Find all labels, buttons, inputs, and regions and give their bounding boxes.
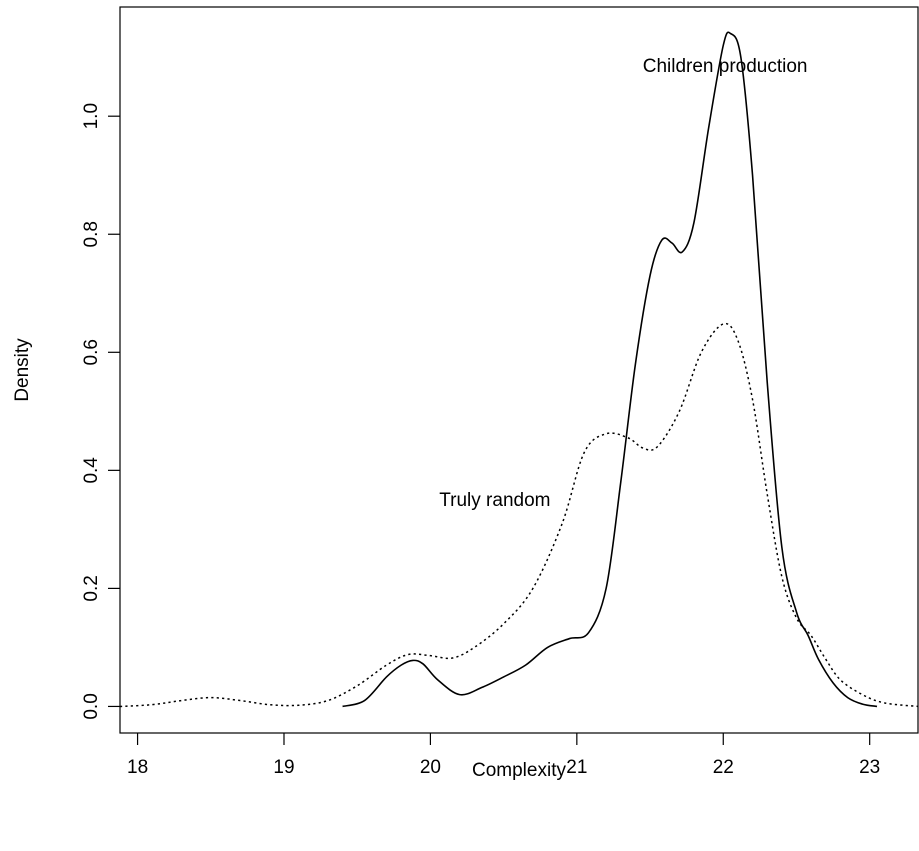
- y-axis: 0.0 0.2 0.4 0.6 0.8 1.0: [81, 103, 120, 720]
- x-axis: 18 19 20 21 22 23: [127, 733, 880, 778]
- plot-frame: [119, 6, 919, 734]
- x-tick-label: 22: [713, 757, 734, 778]
- y-tick-label: 0.8: [81, 221, 102, 247]
- x-axis-title: Complexity: [472, 760, 566, 781]
- annotations: Children production Truly random: [439, 56, 807, 511]
- x-tick-label: 18: [127, 757, 148, 778]
- x-tick-label: 20: [420, 757, 441, 778]
- y-tick-label: 0.4: [81, 457, 102, 484]
- x-tick-label: 19: [273, 757, 294, 778]
- y-tick-label: 0.0: [81, 693, 102, 719]
- annotation-label: Truly random: [439, 490, 550, 511]
- curves: [119, 31, 919, 708]
- y-axis-title: Density: [12, 338, 33, 402]
- series-line-children-production: [342, 31, 878, 708]
- y-tick-label: 0.6: [81, 339, 102, 365]
- y-tick-label: 1.0: [81, 103, 102, 129]
- x-tick-label: 23: [859, 757, 880, 778]
- annotation-label: Children production: [643, 56, 808, 77]
- series-line-truly-random: [119, 322, 919, 708]
- y-tick-label: 0.2: [81, 575, 102, 601]
- x-tick-label: 21: [566, 757, 587, 778]
